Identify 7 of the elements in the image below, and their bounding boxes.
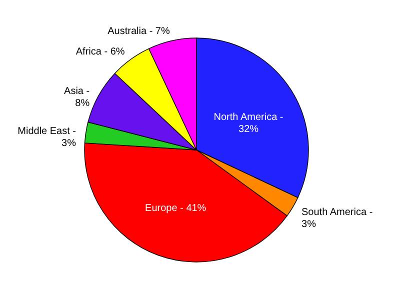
slice-label: South America - 3% bbox=[302, 207, 373, 230]
slice-label: Africa - 6% bbox=[76, 46, 125, 58]
slice-label: North America - 32% bbox=[214, 112, 284, 135]
slice-label: Asia - 8% bbox=[64, 86, 90, 110]
slice-label: Middle East - 3% bbox=[18, 126, 76, 149]
slice-label: Europe - 41% bbox=[145, 202, 206, 214]
slice-label: Australia - 7% bbox=[108, 26, 170, 37]
